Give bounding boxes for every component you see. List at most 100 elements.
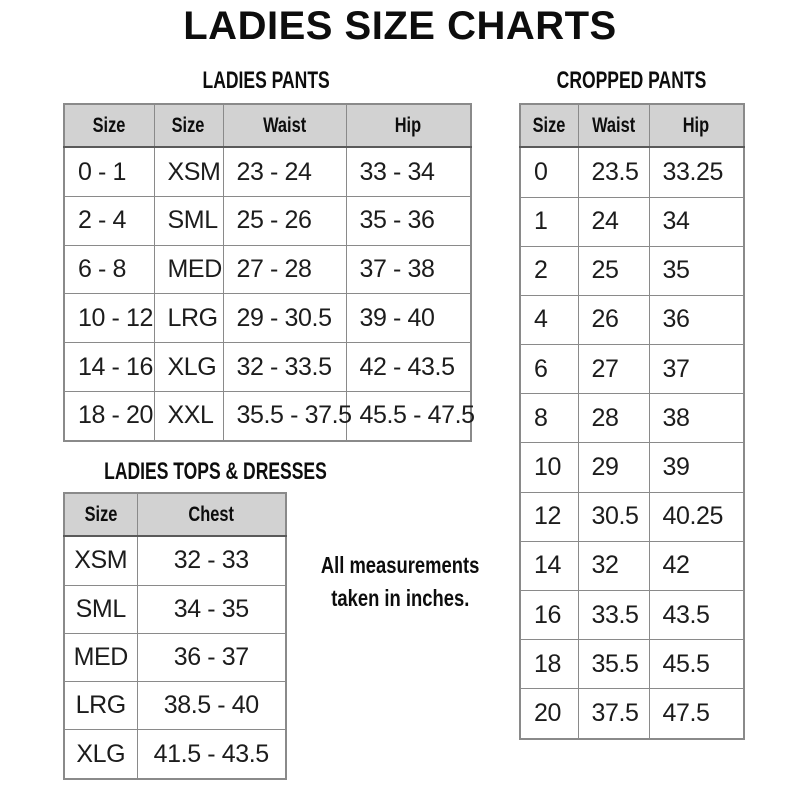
table-cell: 35 - 36	[345, 196, 472, 246]
table-row: 0 23.5 33.25	[519, 146, 745, 198]
table-row: 2 25 35	[519, 245, 745, 296]
table-cell: 38.5 - 40	[136, 681, 287, 731]
column-header-label: Size	[92, 113, 126, 137]
table-row: 12 30.5 40.25	[519, 491, 745, 542]
table-row: MED 36 - 37	[63, 632, 287, 683]
table-cell: XLG	[153, 342, 224, 392]
table-cell: 35.5 - 37.5	[222, 390, 352, 442]
table-cell: 37 - 38	[345, 244, 472, 295]
table-row: 6 27 37	[519, 344, 745, 395]
ladies-pants-title-label: LADIES PANTS	[202, 67, 331, 94]
table-cell: 0	[519, 146, 579, 198]
table-cell: 2	[519, 245, 579, 296]
column-header: Size	[153, 103, 224, 148]
ladies-pants-table: Size Size Waist Hip 0 - 1 XSM 23 - 24 33 - 34 2…	[63, 103, 475, 442]
table-cell: SML	[153, 196, 224, 246]
table-cell: 6	[519, 344, 579, 395]
table-cell: 0 - 1	[63, 146, 155, 198]
table-row: 10 - 12 LRG 29 - 30.5 39 - 40	[63, 293, 472, 344]
header-row: Size Waist Hip	[519, 103, 745, 148]
table-cell: 34	[648, 196, 745, 247]
column-header: Size	[63, 103, 155, 148]
tops-dresses-title: LADIES TOPS & DRESSES	[63, 458, 327, 485]
column-header-label: Chest	[188, 502, 235, 526]
table-cell: 23 - 24	[222, 146, 347, 198]
column-header-label: Size	[84, 502, 118, 526]
table-cell: 37.5	[577, 688, 650, 740]
cropped-pants-table: Size Waist Hip 0 23.5 33.25 1 24 34 2 25 35 4 26 36 6 2…	[519, 103, 745, 740]
table-row: 18 35.5 45.5	[519, 639, 745, 690]
column-header-label: Hip	[683, 113, 710, 137]
table-cell: 39	[648, 442, 745, 493]
table-cell: 43.5	[648, 590, 745, 641]
table-cell: 14 - 16	[63, 342, 155, 392]
table-cell: 30.5	[577, 491, 650, 542]
table-cell: 6 - 8	[63, 244, 155, 295]
table-cell: 29 - 30.5	[222, 293, 347, 344]
table-cell: 29	[577, 442, 650, 493]
table-row: LRG 38.5 - 40	[63, 681, 287, 731]
tops-dresses-table: Size Chest XSM 32 - 33 SML 34 - 35 MED 36 - 37…	[63, 492, 287, 780]
table-cell: 20	[519, 688, 579, 740]
table-cell: 45.5	[648, 639, 745, 690]
table-cell: 25	[577, 245, 650, 296]
table-cell: MED	[63, 632, 138, 683]
table-cell: 33.25	[648, 146, 745, 198]
table-cell: LRG	[63, 681, 138, 731]
table-cell: 32	[577, 540, 650, 592]
table-row: 20 37.5 47.5	[519, 688, 745, 740]
column-header: Size	[519, 103, 579, 148]
table-cell: 4	[519, 294, 579, 346]
table-cell: 40.25	[648, 491, 745, 542]
table-cell: 27 - 28	[222, 244, 347, 295]
table-cell: XSM	[63, 535, 138, 586]
tops-dresses-title-label: LADIES TOPS & DRESSES	[104, 458, 327, 485]
column-header-label: Hip	[395, 113, 422, 137]
header-row: Size Size Waist Hip	[63, 103, 472, 148]
table-cell: 1	[519, 196, 579, 247]
table-cell: 42 - 43.5	[345, 342, 472, 392]
column-header: Waist	[577, 103, 650, 148]
table-cell: 10	[519, 442, 579, 493]
table-cell: 35.5	[577, 639, 650, 690]
cropped-pants-title-label: CROPPED PANTS	[556, 67, 706, 94]
table-row: 2 - 4 SML 25 - 26 35 - 36	[63, 196, 472, 246]
table-cell: 36 - 37	[136, 632, 287, 683]
table-cell: XXL	[153, 390, 224, 442]
table-cell: 41.5 - 43.5	[136, 729, 287, 780]
measurement-note-line1: All measurements	[320, 552, 480, 578]
table-cell: MED	[153, 244, 224, 295]
table-cell: 35	[648, 245, 745, 296]
column-header: Hip	[648, 103, 745, 148]
column-header: Size	[63, 492, 138, 537]
table-row: 18 - 20 XXL 35.5 - 37.5 45.5 - 47.5	[63, 390, 475, 442]
table-cell: 10 - 12	[63, 293, 155, 344]
table-cell: 32 - 33	[136, 535, 287, 586]
column-header-label: Size	[172, 113, 205, 137]
table-cell: 23.5	[577, 146, 650, 198]
table-cell: 14	[519, 540, 579, 592]
table-row: 14 32 42	[519, 540, 745, 592]
column-header-label: Waist	[262, 113, 307, 137]
table-row: 16 33.5 43.5	[519, 590, 745, 641]
table-cell: 36	[648, 294, 745, 346]
table-cell: 37	[648, 344, 745, 395]
table-row: 4 26 36	[519, 294, 745, 346]
column-header: Hip	[345, 103, 472, 148]
table-row: 10 29 39	[519, 442, 745, 493]
table-row: 14 - 16 XLG 32 - 33.5 42 - 43.5	[63, 342, 472, 392]
table-cell: 18 - 20	[63, 390, 155, 442]
table-cell: 26	[577, 294, 650, 346]
table-cell: 18	[519, 639, 579, 690]
header-row: Size Chest	[63, 492, 287, 537]
table-cell: 38	[648, 393, 745, 444]
measurement-note-line2: taken in inches.	[330, 585, 470, 611]
measurement-note: All measurements taken in inches.	[295, 549, 505, 615]
table-row: 0 - 1 XSM 23 - 24 33 - 34	[63, 146, 472, 198]
table-cell: 24	[577, 196, 650, 247]
table-cell: 27	[577, 344, 650, 395]
table-cell: 42	[648, 540, 745, 592]
column-header: Waist	[222, 103, 347, 148]
table-cell: 32 - 33.5	[222, 342, 347, 392]
